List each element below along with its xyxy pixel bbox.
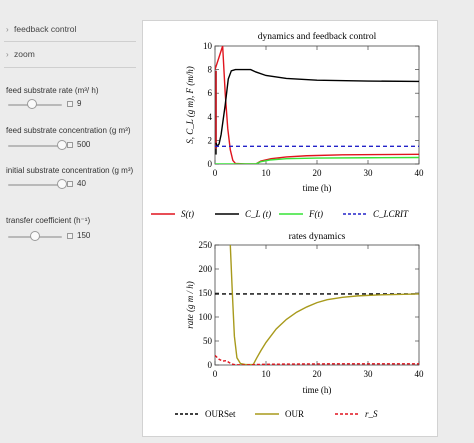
y-tick-label: 0 [208,159,213,169]
legend-label: r_S [365,409,378,419]
slider-transfer-coefficient[interactable] [8,231,62,241]
y-tick-label: 50 [203,336,213,346]
section-label: feedback control [14,24,77,34]
x-tick-label: 0 [213,369,218,379]
control-label-feed-concentration: feed substrate concentration (g m³) [6,126,131,135]
expand-icon[interactable] [67,101,73,107]
y-tick-label: 10 [203,41,213,51]
y-tick-label: 4 [208,112,213,122]
chart-title: rates dynamics [289,232,346,242]
x-tick-label: 30 [364,369,374,379]
series-line-r-s [215,354,419,365]
slider-thumb[interactable] [30,231,40,241]
y-axis-label: rate (g m / h) [185,281,195,329]
legend-label: C_L (t) [245,209,271,219]
series-group [215,46,419,164]
legend-label: S(t) [181,209,194,219]
legend-label: C_LCRIT [373,209,409,219]
series-line-our [229,245,419,365]
y-axis-label: S, C_L (g m), F (m/h) [185,66,195,144]
legend-label: OURSet [205,409,236,419]
x-tick-label: 20 [313,168,323,178]
divider [4,41,136,42]
y-tick-label: 250 [199,240,213,250]
series-group [215,245,419,365]
slider-thumb[interactable] [57,140,67,150]
section-zoom[interactable]: › zoom [6,49,35,59]
x-tick-label: 0 [213,168,218,178]
slider-feed-concentration[interactable] [8,140,67,150]
control-label-transfer-coefficient: transfer coefficient (h⁻¹) [6,216,91,225]
output-panel: dynamics and feedback control 0 2 4 6 8 10 0 10 2… [142,20,438,437]
expand-icon[interactable] [67,233,73,239]
x-tick-label: 40 [415,369,425,379]
slider-thumb[interactable] [27,99,38,109]
y-tick-label: 8 [208,65,213,75]
plot-frame [214,244,420,366]
x-tick-label: 30 [364,168,374,178]
divider [4,67,136,68]
x-axis-label: time (h) [303,385,332,395]
y-tick-label: 6 [208,88,213,98]
x-tick-label: 10 [262,168,272,178]
series-line-c-l-t- [215,68,419,148]
chevron-right-icon: › [6,50,9,59]
y-tick-label: 100 [199,312,213,322]
legend-label: OUR [285,409,304,419]
expand-icon[interactable] [67,181,73,187]
x-tick-label: 10 [262,369,272,379]
x-tick-label: 40 [415,168,425,178]
control-label-feed-rate: feed substrate rate (m³/ h) [6,86,99,95]
chevron-right-icon: › [6,25,9,34]
y-tick-label: 2 [208,135,213,145]
section-label: zoom [14,49,35,59]
x-axis-label: time (h) [303,183,332,193]
y-tick-label: 150 [199,288,213,298]
x-tick-label: 20 [313,369,323,379]
y-tick-label: 200 [199,264,213,274]
section-feedback-control[interactable]: › feedback control [6,24,76,34]
series-line-f-t- [215,156,419,164]
legend-label: F(t) [308,209,323,219]
slider-thumb[interactable] [57,179,67,189]
series-line-s-t- [215,46,419,164]
value-transfer-coefficient: 150 [77,231,91,240]
chart-title: dynamics and feedback control [258,31,377,42]
slider-feed-rate[interactable] [8,99,62,109]
value-feed-rate: 9 [77,99,82,108]
slider-initial-concentration[interactable] [8,179,67,189]
expand-icon[interactable] [67,142,73,148]
y-tick-label: 0 [208,360,213,370]
value-initial-concentration: 40 [77,179,86,188]
control-label-initial-concentration: initial substrate concentration (g m³) [6,166,134,175]
value-feed-concentration: 500 [77,140,91,149]
control-sidebar: › feedback control › zoom feed substrate r… [0,0,140,443]
